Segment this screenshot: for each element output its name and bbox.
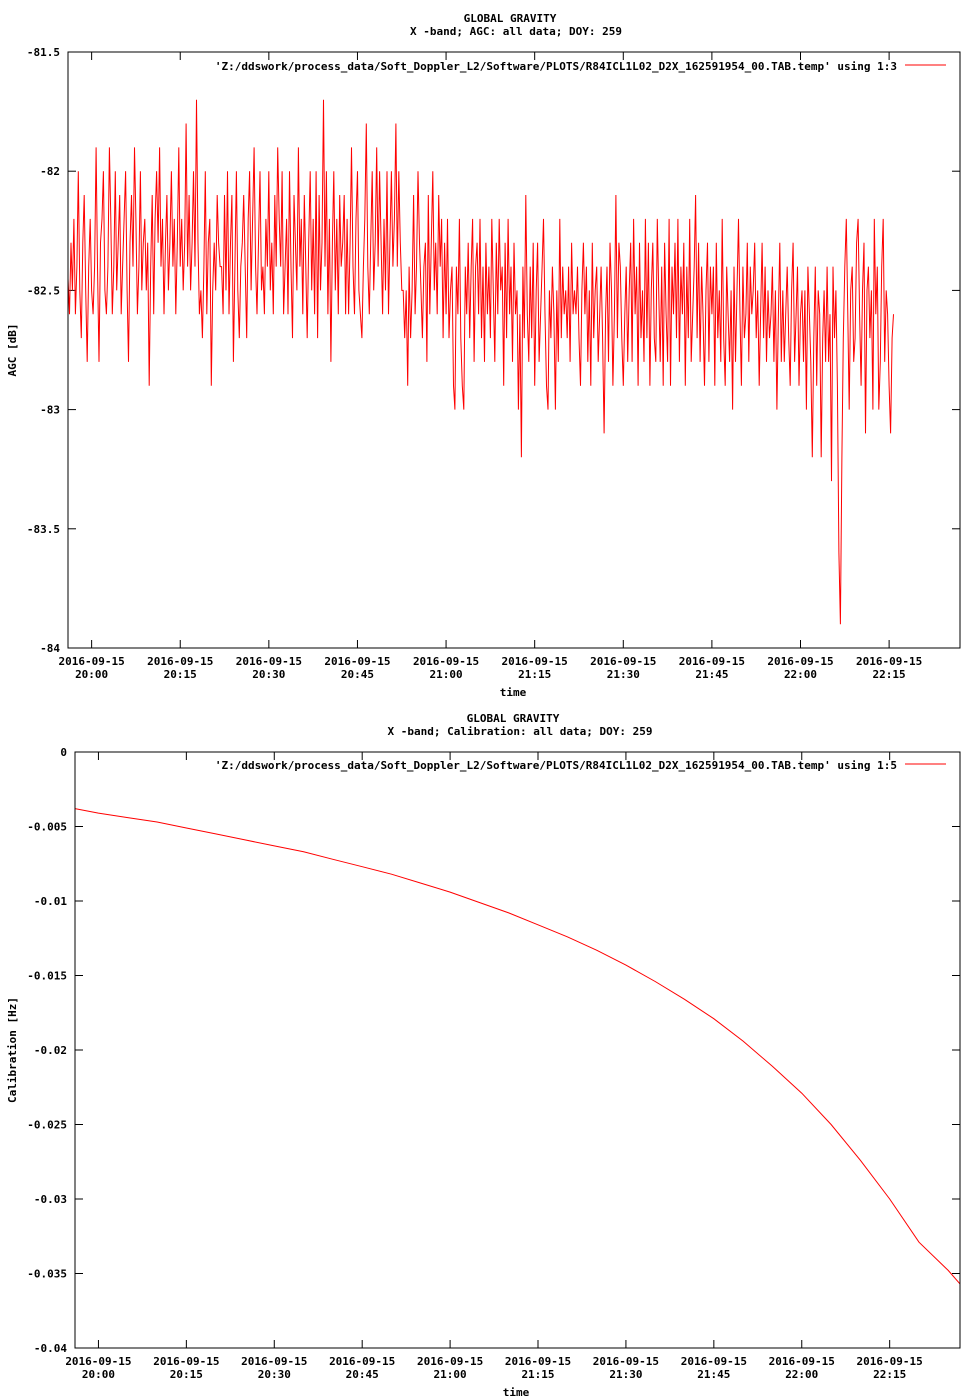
y-tick-label: -0.03 — [34, 1193, 67, 1206]
x-tick-date-label: 2016-09-15 — [502, 655, 568, 668]
x-tick-date-label: 2016-09-15 — [857, 1355, 923, 1368]
x-tick-date-label: 2016-09-15 — [856, 655, 922, 668]
x-tick-time-label: 20:15 — [170, 1368, 203, 1381]
x-tick-date-label: 2016-09-15 — [413, 655, 479, 668]
chart1-plot-frame — [67, 51, 961, 649]
x-tick-date-label: 2016-09-15 — [241, 1355, 307, 1368]
y-tick-label: -82.5 — [27, 284, 60, 297]
y-tick-label: -81.5 — [27, 46, 60, 59]
x-tick-date-label: 2016-09-15 — [65, 1355, 131, 1368]
x-tick-time-label: 22:15 — [873, 668, 906, 681]
chart1-x-axis-label: time — [500, 686, 527, 699]
x-tick-date-label: 2016-09-15 — [236, 655, 302, 668]
x-tick-date-label: 2016-09-15 — [153, 1355, 219, 1368]
x-tick-date-label: 2016-09-15 — [324, 655, 390, 668]
chart2-y-axis-label: Calibration [Hz] — [6, 997, 19, 1103]
x-tick-date-label: 2016-09-15 — [593, 1355, 659, 1368]
chart1-y-axis-label: AGC [dB] — [6, 324, 19, 377]
agc-chart: GLOBAL GRAVITY X -band; AGC: all data; D… — [6, 12, 961, 699]
y-tick-label: -83 — [40, 404, 60, 417]
chart1-subtitle: X -band; AGC: all data; DOY: 259 — [410, 25, 622, 38]
y-tick-label: -84 — [40, 642, 60, 655]
x-tick-time-label: 20:30 — [252, 668, 285, 681]
chart2-legend-label: 'Z:/ddswork/process_data/Soft_Doppler_L2… — [215, 759, 897, 772]
y-tick-label: -0.005 — [27, 821, 67, 834]
y-tick-label: -0.025 — [27, 1119, 67, 1132]
chart2-plot-frame — [74, 751, 961, 1349]
x-tick-time-label: 21:15 — [521, 1368, 554, 1381]
x-tick-time-label: 20:45 — [341, 668, 374, 681]
x-tick-time-label: 22:00 — [784, 668, 817, 681]
x-tick-date-label: 2016-09-15 — [681, 1355, 747, 1368]
chart2-y-axis-ticks: -0.04 -0.035 -0.03 -0.025 -0.02 -0.015 -0.01 -0… — [27, 746, 960, 1355]
x-tick-date-label: 2016-09-15 — [147, 655, 213, 668]
y-tick-label: -82 — [40, 165, 60, 178]
chart2-x-axis-ticks: 2016-09-1520:002016-09-1520:152016-09-15… — [65, 752, 923, 1381]
x-tick-time-label: 21:30 — [609, 1368, 642, 1381]
x-tick-date-label: 2016-09-15 — [329, 1355, 395, 1368]
y-tick-label: -0.02 — [34, 1044, 67, 1057]
y-tick-label: 0 — [60, 746, 67, 759]
y-tick-label: -0.015 — [27, 970, 67, 983]
y-tick-label: -0.035 — [27, 1268, 67, 1281]
x-tick-time-label: 21:45 — [695, 668, 728, 681]
chart1-legend-label: 'Z:/ddswork/process_data/Soft_Doppler_L2… — [215, 60, 897, 73]
y-tick-label: -83.5 — [27, 523, 60, 536]
y-tick-label: -0.04 — [34, 1342, 67, 1355]
chart2-subtitle: X -band; Calibration: all data; DOY: 259 — [388, 725, 653, 738]
agc-series-line — [67, 99, 894, 625]
x-tick-time-label: 21:30 — [607, 668, 640, 681]
x-tick-date-label: 2016-09-15 — [767, 655, 833, 668]
x-tick-time-label: 22:15 — [873, 1368, 906, 1381]
chart1-x-axis-ticks: 2016-09-1520:002016-09-1520:152016-09-15… — [59, 52, 922, 681]
x-tick-time-label: 21:00 — [430, 668, 463, 681]
x-tick-date-label: 2016-09-15 — [679, 655, 745, 668]
x-tick-time-label: 20:00 — [82, 1368, 115, 1381]
x-tick-date-label: 2016-09-15 — [417, 1355, 483, 1368]
x-tick-time-label: 22:00 — [785, 1368, 818, 1381]
chart1-title: GLOBAL GRAVITY — [464, 12, 557, 25]
y-tick-label: -0.01 — [34, 895, 67, 908]
x-tick-time-label: 20:15 — [164, 668, 197, 681]
x-tick-date-label: 2016-09-15 — [590, 655, 656, 668]
x-tick-time-label: 20:00 — [75, 668, 108, 681]
x-tick-date-label: 2016-09-15 — [769, 1355, 835, 1368]
x-tick-date-label: 2016-09-15 — [505, 1355, 571, 1368]
chart2-x-axis-label: time — [503, 1386, 530, 1399]
x-tick-time-label: 20:30 — [258, 1368, 291, 1381]
calibration-series-line — [74, 808, 961, 1285]
x-tick-time-label: 21:45 — [697, 1368, 730, 1381]
chart2-title: GLOBAL GRAVITY — [467, 712, 560, 725]
x-tick-time-label: 20:45 — [346, 1368, 379, 1381]
x-tick-time-label: 21:15 — [518, 668, 551, 681]
calibration-chart: GLOBAL GRAVITY X -band; Calibration: all… — [6, 712, 961, 1399]
x-tick-time-label: 21:00 — [434, 1368, 467, 1381]
x-tick-date-label: 2016-09-15 — [59, 655, 125, 668]
